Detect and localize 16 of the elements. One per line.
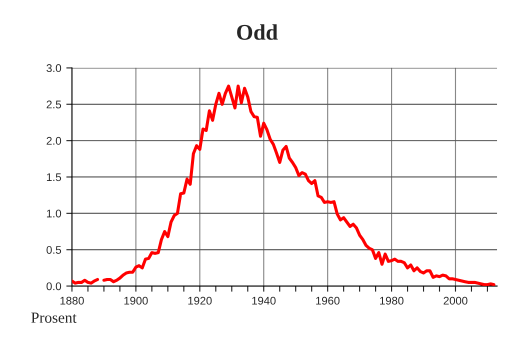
y-tick-label: 2.0 [46, 136, 62, 145]
y-tick-label: 1.5 [46, 173, 62, 182]
x-tick-label: 2000 [444, 296, 468, 305]
x-tick-label: 1900 [124, 296, 148, 305]
y-tick-label: 1.0 [46, 210, 62, 218]
x-tick-label: 1880 [60, 296, 84, 305]
x-tick-label: 1920 [188, 296, 212, 305]
x-tick-label: 1940 [252, 296, 276, 305]
chart-title: Odd [237, 24, 278, 40]
y-axis-title: Prosent [31, 312, 77, 323]
x-tick-label: 1960 [316, 296, 340, 305]
x-tick-label: 1980 [380, 296, 404, 305]
y-tick-label: 0.5 [46, 246, 62, 254]
y-tick-label: 0.0 [46, 282, 62, 290]
y-tick-label: 3.0 [46, 64, 62, 72]
y-tick-label: 2.5 [46, 100, 62, 108]
